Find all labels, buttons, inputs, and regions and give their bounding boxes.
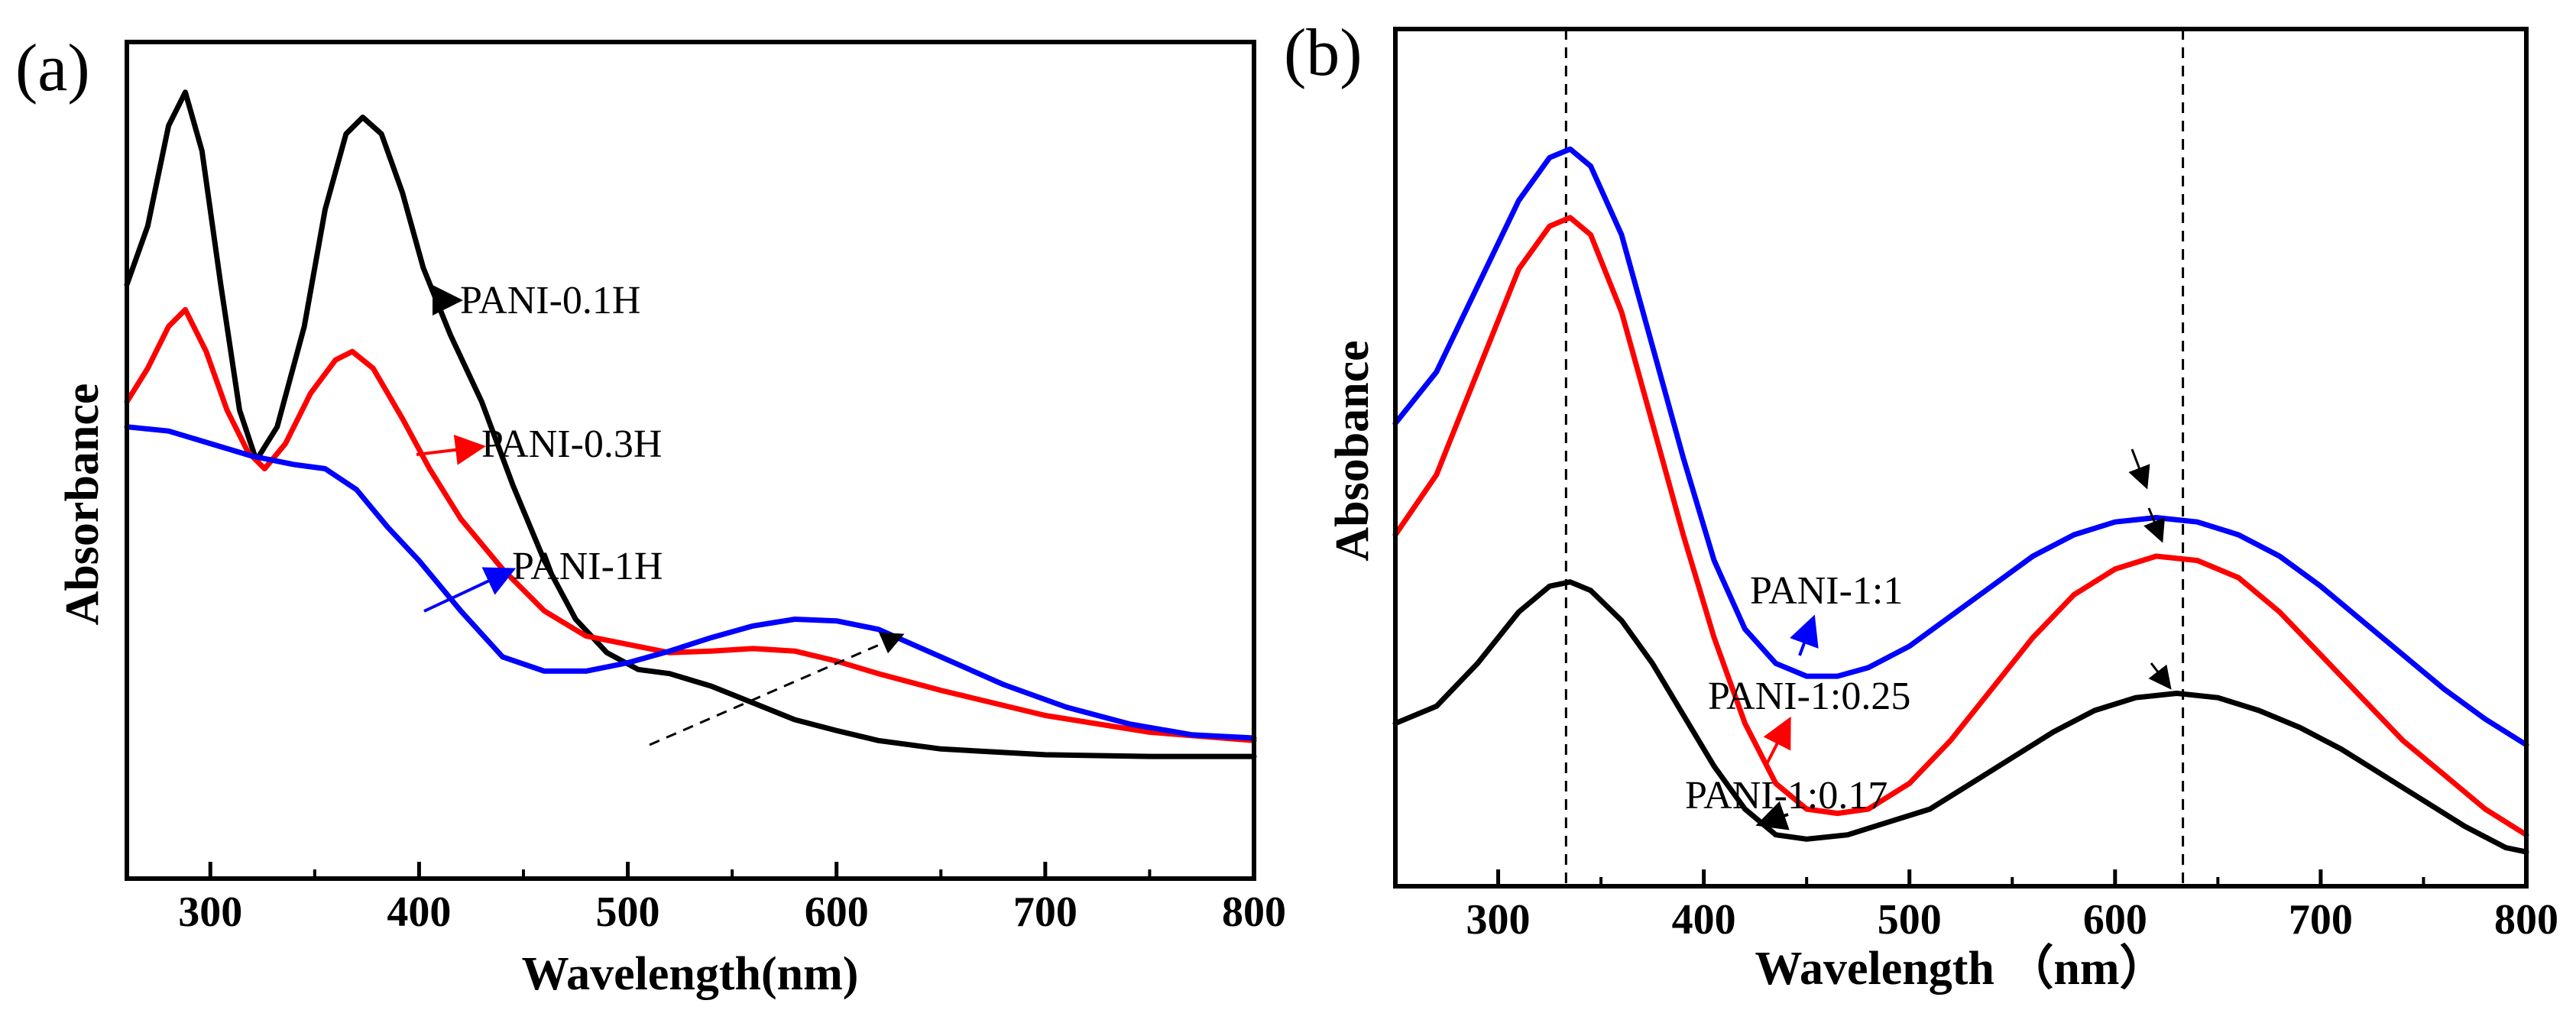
x-tick-label-b-1: 400 [1672, 896, 1736, 944]
peak-arrow-black [2148, 662, 2172, 690]
plot-b-frame [1393, 27, 2529, 889]
x-tick-label-a-4: 700 [1013, 889, 1077, 936]
annot-arrow-1-1 [1790, 614, 1819, 656]
series-line-a-0 [124, 89, 1257, 759]
peak-arrow-blue [2128, 448, 2150, 490]
panel-b: (b) 300 400 500 600 700 800 Wavelength （nm） A… [1284, 16, 2558, 995]
x-tick-label-b-2: 500 [1878, 896, 1942, 944]
annot-pani-1-0.17: PANI-1:0.17 [1685, 774, 1887, 817]
panel-b-label: (b) [1284, 16, 1363, 90]
annot-arrow-1-0.25 [1763, 716, 1791, 765]
x-tick-label-b-4: 700 [2289, 896, 2353, 944]
series-line-b-0 [1392, 146, 2529, 748]
x-ticks-a: 300 400 500 600 700 800 [178, 862, 1286, 936]
x-tick-label-b-0: 300 [1466, 896, 1531, 944]
series-line-b-2 [1392, 579, 2529, 855]
peak-arrow-red [2143, 507, 2166, 543]
annot-arrow-1-0.17 [1755, 801, 1790, 830]
panel-a: (a) 300 400 500 600 700 800 Wavelength(nm) Ab… [15, 31, 1286, 1000]
x-ticks-b: 300 400 500 600 700 800 [1466, 869, 2558, 944]
annot-pani-0.1h: PANI-0.1H [460, 279, 640, 322]
redshift-arrow-a [649, 632, 905, 746]
x-tick-label-a-0: 300 [178, 889, 242, 936]
plot-a-frame [125, 40, 1256, 881]
annot-pani-0.3h: PANI-0.3H [481, 422, 662, 466]
y-axis-title-b: Absobance [1327, 340, 1379, 561]
plot-b-area [1392, 29, 2529, 886]
x-tick-label-a-5: 800 [1222, 889, 1286, 936]
series-line-b-1 [1392, 215, 2529, 838]
x-tick-label-a-2: 500 [596, 889, 660, 936]
annot-arrow-0.3h [416, 434, 486, 465]
x-axis-title-b: Wavelength （nm） [1755, 941, 2166, 995]
annot-arrow-1h [423, 567, 517, 613]
annot-pani-1-1: PANI-1:1 [1750, 569, 1903, 613]
series-line-a-2 [124, 424, 1257, 741]
x-tick-label-b-3: 600 [2083, 896, 2147, 944]
panel-a-label: (a) [15, 31, 90, 105]
x-axis-title-a: Wavelength(nm) [522, 948, 859, 1000]
x-tick-label-a-3: 600 [805, 889, 869, 936]
annot-pani-1-0.25: PANI-1:0.25 [1708, 675, 1910, 718]
x-tick-label-b-5: 800 [2494, 896, 2558, 944]
annot-pani-1h: PANI-1H [512, 545, 663, 588]
series-line-a-1 [124, 306, 1257, 743]
x-tick-label-a-1: 400 [387, 889, 451, 936]
plot-a-area [124, 89, 1257, 759]
y-axis-title-a: Absorbance [57, 384, 109, 626]
